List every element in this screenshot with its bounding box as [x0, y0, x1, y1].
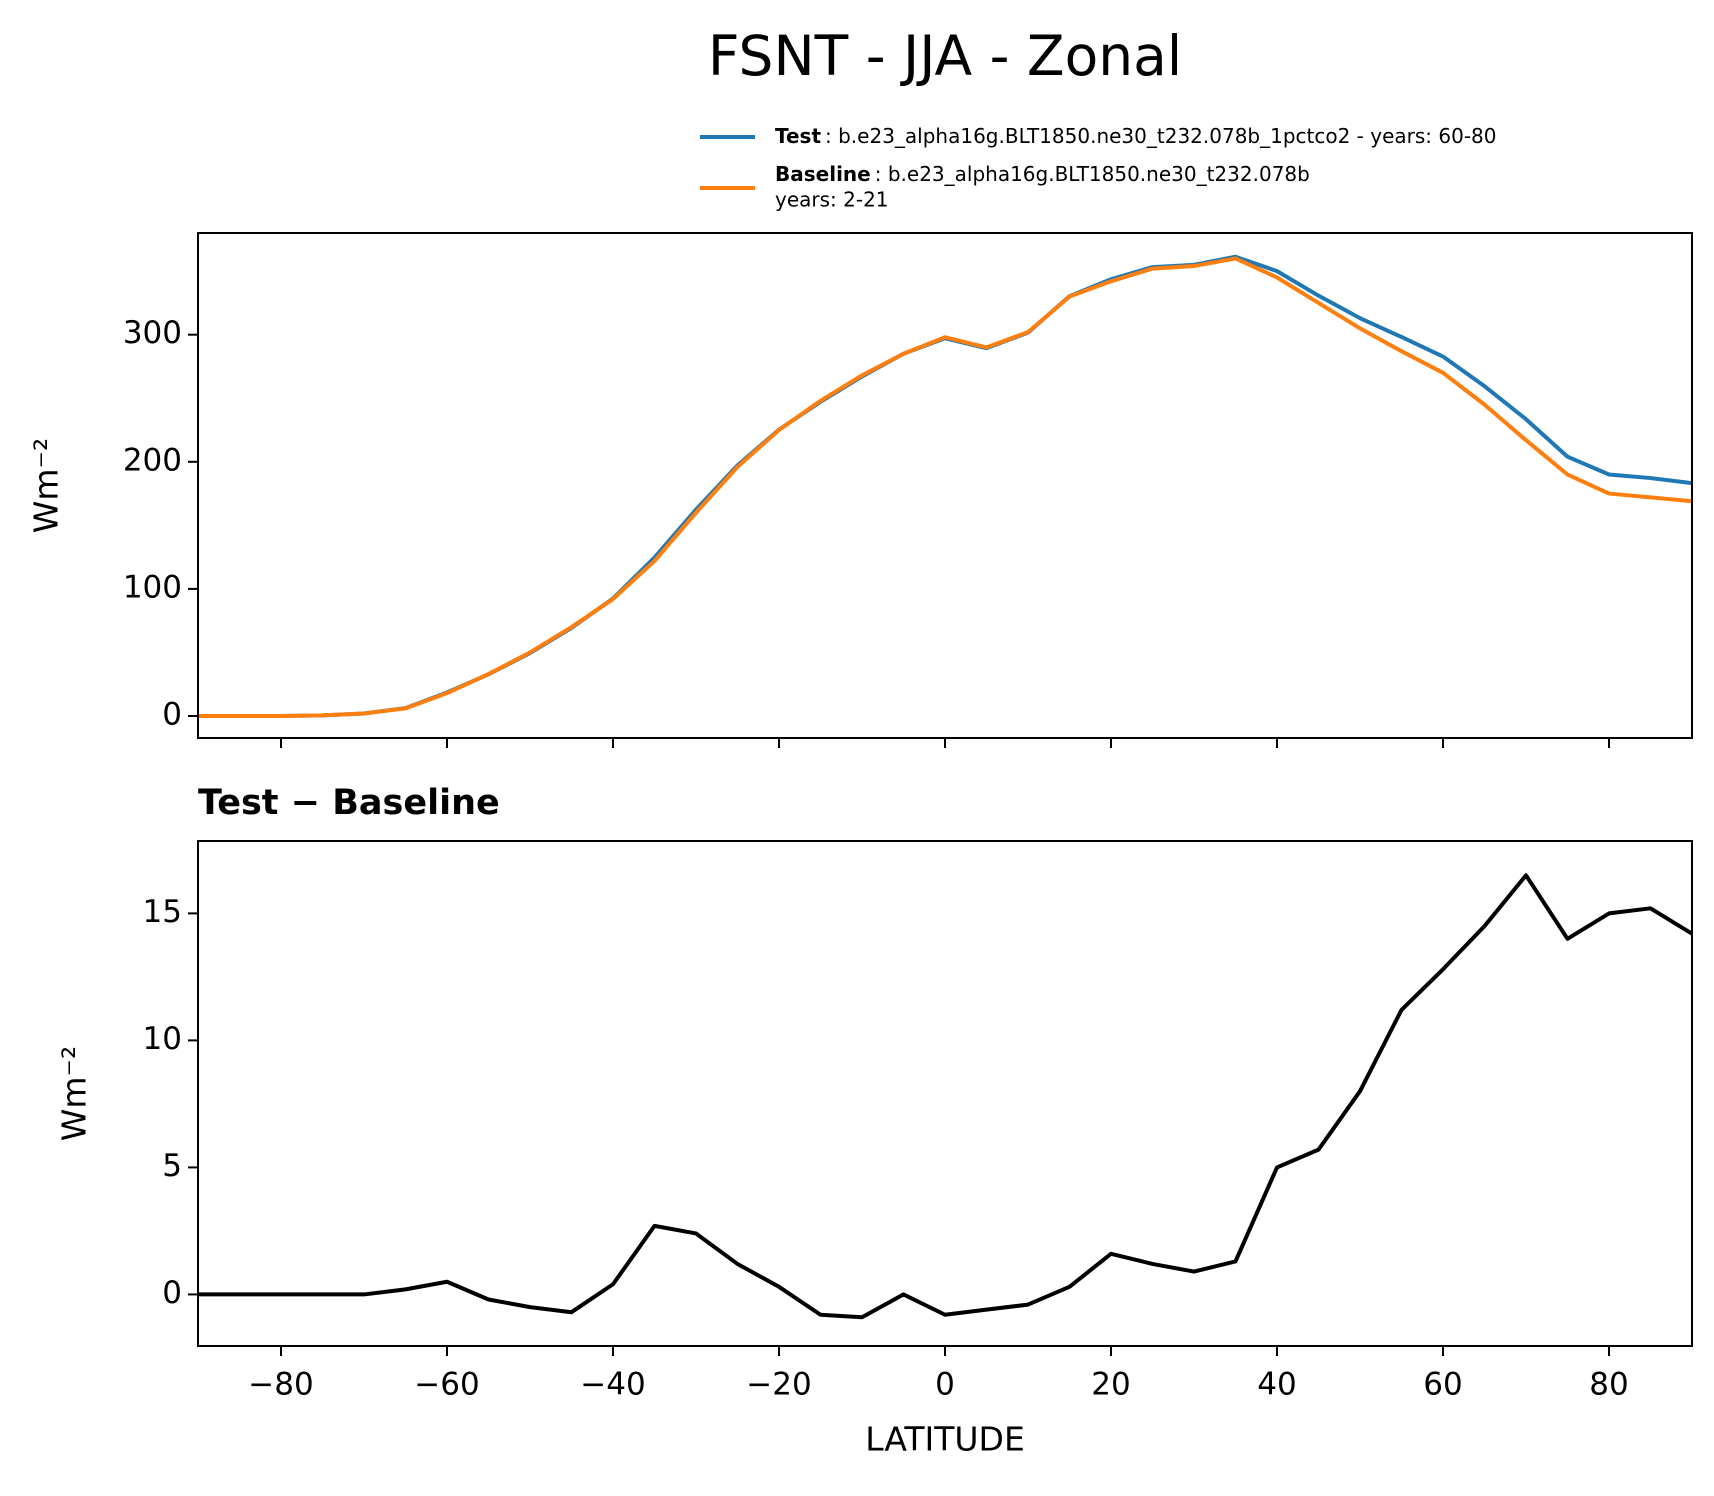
x-tick-label: −40: [580, 1367, 645, 1403]
y-tick-label: 0: [162, 1275, 182, 1311]
y-tick-label: 15: [143, 894, 182, 930]
plot-area: [198, 873, 1692, 1320]
x-tick-label: 60: [1423, 1367, 1462, 1403]
x-tick-label: −80: [248, 1367, 313, 1403]
figure-title: FSNT - JJA - Zonal: [708, 24, 1182, 88]
y-tick-label: 0: [162, 697, 182, 733]
legend-name: Test: [775, 124, 821, 148]
y-tick-label: 10: [143, 1021, 182, 1057]
legend-description: : b.e23_alpha16g.BLT1850.ne30_t232.078b: [875, 162, 1310, 186]
x-axis-label: LATITUDE: [865, 1420, 1025, 1459]
legend-label: Baseline: b.e23_alpha16g.BLT1850.ne30_t2…: [775, 162, 1310, 186]
legend-label: Test: b.e23_alpha16g.BLT1850.ne30_t232.0…: [775, 124, 1497, 148]
x-tick-label: 20: [1091, 1367, 1130, 1403]
y-tick-label: 200: [123, 442, 182, 478]
axes-title: Test − Baseline: [198, 783, 500, 823]
legend-description: : b.e23_alpha16g.BLT1850.ne30_t232.078b_…: [825, 124, 1497, 148]
y-tick-label: 100: [123, 569, 182, 605]
axes-frame: [197, 840, 1693, 1347]
y-tick-label: 5: [162, 1148, 182, 1184]
x-tick-label: 40: [1257, 1367, 1296, 1403]
legend-description: years: 2-21: [775, 188, 889, 212]
x-tick-label: −20: [746, 1367, 811, 1403]
y-tick-label: 300: [123, 315, 182, 351]
line: [198, 873, 1692, 1320]
line: [198, 254, 1692, 719]
y-axis-label: Wm⁻²: [27, 438, 66, 533]
axes-frame: [197, 232, 1693, 739]
y-axis-label: Wm⁻²: [55, 1046, 94, 1141]
x-tick-label: 80: [1589, 1367, 1628, 1403]
plot-area: [198, 254, 1692, 719]
line: [198, 256, 1692, 719]
legend-name: Baseline: [775, 162, 871, 186]
x-tick-label: −60: [414, 1367, 479, 1403]
x-tick-label: 0: [935, 1367, 955, 1403]
